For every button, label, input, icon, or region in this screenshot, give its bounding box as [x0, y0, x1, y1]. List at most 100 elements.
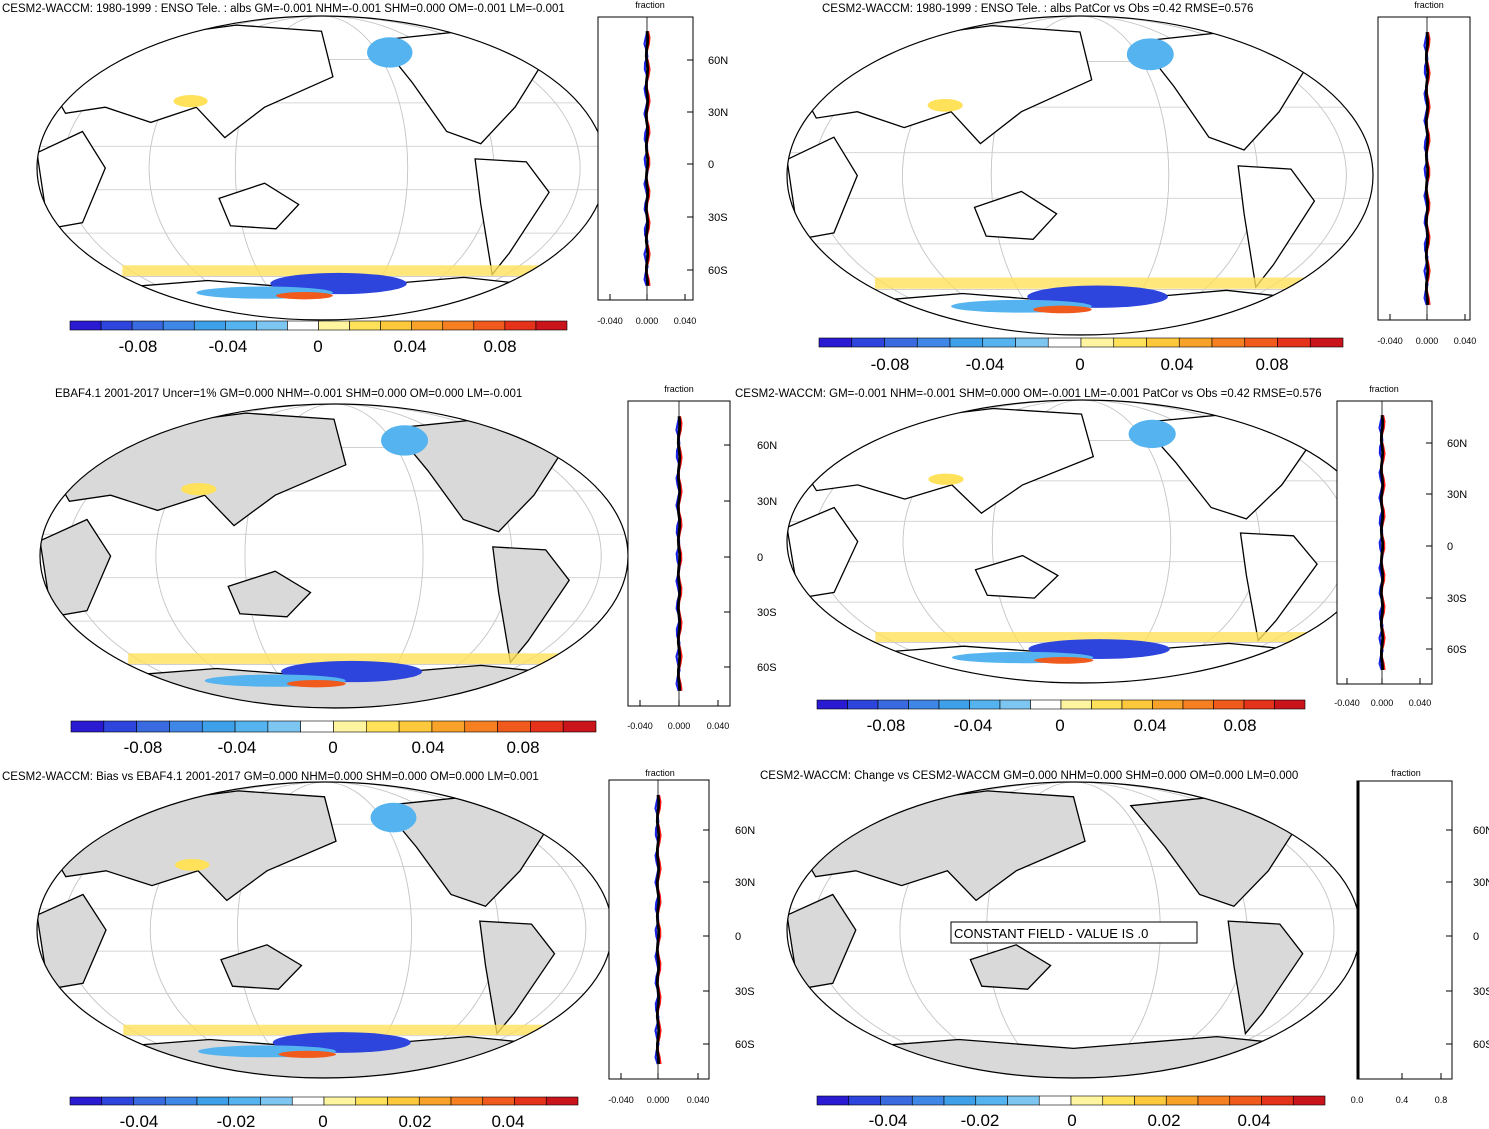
colorbar-tick-label: -0.02 [217, 1112, 256, 1129]
colorbar-swatch [1197, 1095, 1231, 1106]
australia-outline [220, 944, 303, 990]
profile-line-black [1379, 414, 1385, 670]
colorbar-swatch [848, 1095, 881, 1106]
colorbar-swatch [387, 1096, 420, 1106]
profile-xtick: -0.040 [597, 316, 623, 326]
colorbar-swatch [300, 720, 334, 733]
colorbar-swatch [982, 337, 1016, 348]
colorbar-swatch [938, 699, 970, 710]
grid-meridian [990, 16, 1170, 335]
profile-xtick: 0.040 [687, 1095, 710, 1105]
colorbar-tick-label: 0.04 [393, 337, 426, 356]
colorbar-swatch [1309, 337, 1344, 348]
profile-ytick: 30S [757, 607, 777, 619]
colorbar-swatch [162, 320, 195, 331]
profile-title: fraction [1369, 384, 1399, 394]
colorbar-swatch [323, 1096, 357, 1106]
colorbar-swatch [193, 320, 226, 331]
colorbar-tick-label: 0.04 [1160, 355, 1193, 374]
profile-xtick: 0.0 [1351, 1095, 1364, 1105]
profile-xtick: -0.040 [627, 721, 653, 731]
annotation-box [950, 921, 1198, 944]
colorbar-swatch [1277, 337, 1311, 348]
anomaly-band-warm [874, 277, 1315, 289]
profile-ytick: 60S [757, 662, 777, 674]
profile-xtick: 0.040 [1409, 698, 1432, 708]
profile-ytick: 30S [735, 986, 755, 998]
colorbar-swatch [1060, 699, 1092, 710]
colorbar-swatch [69, 1096, 103, 1106]
colorbar-swatch [1244, 337, 1278, 348]
colorbar-swatch [291, 1096, 325, 1106]
colorbar-swatch [1113, 337, 1147, 348]
colorbar-swatch [1121, 699, 1153, 710]
panel-title: EBAF4.1 2001-2017 Uncer=1% GM=0.000 NHM=… [55, 388, 522, 400]
map-panel-4: CESM2-WACCM: GM=-0.001 NHM=-0.001 SHM=0.… [735, 384, 1467, 735]
colorbar-swatch [318, 320, 350, 331]
colorbar-swatch [884, 337, 918, 348]
colorbar-swatch [473, 320, 506, 331]
anomaly-asia [173, 95, 208, 108]
colorbar-swatch [1047, 337, 1082, 348]
colorbar-swatch [442, 320, 475, 331]
colorbar-swatch [234, 720, 269, 733]
australia-outline [218, 182, 300, 230]
grid-meridian [234, 16, 409, 320]
colorbar-swatch [1015, 337, 1049, 348]
colorbar-swatch [1152, 699, 1184, 710]
colorbar-swatch [1070, 1095, 1104, 1106]
profile-title: fraction [635, 0, 665, 10]
anomaly-band-warm [123, 1024, 555, 1036]
colorbar-swatch [380, 320, 412, 331]
profile-xtick: 0.000 [636, 316, 659, 326]
colorbar-swatch [1229, 1095, 1262, 1106]
colorbar-swatch [136, 720, 170, 733]
colorbar-tick-label: -0.02 [961, 1111, 1000, 1129]
profile-xtick: 0.040 [1454, 336, 1477, 346]
colorbar-swatch [260, 1096, 293, 1106]
profile-line-black [1424, 31, 1430, 305]
colorbar-swatch [355, 1096, 388, 1106]
profile-ytick: 60S [735, 1039, 755, 1051]
colorbar-swatch [70, 720, 105, 733]
profile-xtick: -0.040 [608, 1095, 634, 1105]
profile-xtick: -0.040 [1334, 698, 1360, 708]
profile-line-black [644, 30, 650, 286]
anomaly-asia [181, 483, 217, 496]
profile-ytick: 60N [757, 440, 777, 452]
colorbar-tick-label: -0.08 [871, 355, 910, 374]
colorbar-swatch [943, 1095, 977, 1106]
colorbar-swatch [530, 720, 564, 733]
colorbar-swatch [133, 1096, 166, 1106]
anomaly-asia [928, 473, 964, 485]
colorbar-tick-label: -0.04 [869, 1111, 908, 1129]
anomaly-asia [175, 858, 210, 871]
colorbar-swatch [975, 1095, 1008, 1106]
colorbar-tick-label: -0.04 [954, 716, 993, 735]
colorbar-swatch [504, 320, 537, 331]
colorbar-swatch [482, 1096, 515, 1106]
colorbar-swatch [1211, 337, 1246, 348]
colorbar-tick-label: -0.08 [124, 738, 163, 757]
colorbar-tick-label: 0 [318, 1112, 327, 1129]
colorbar-swatch [131, 320, 164, 331]
profile-ytick: 30N [1447, 489, 1467, 501]
profile-ytick: 30N [735, 877, 755, 889]
colorbar-swatch [1134, 1095, 1167, 1106]
grid-meridian [991, 400, 1172, 683]
colorbar-tick-label: 0.08 [1223, 716, 1256, 735]
colorbar-swatch [1080, 337, 1115, 348]
colorbar-swatch [816, 1095, 850, 1106]
south-america-outline [1237, 165, 1316, 289]
panel-title: CESM2-WACCM: Change vs CESM2-WACCM GM=0.… [760, 770, 1298, 782]
colorbar-swatch [818, 337, 853, 348]
south-america-outline [1239, 532, 1318, 642]
colorbar-tick-label: 0 [313, 337, 322, 356]
profile-ytick: 30N [1473, 877, 1489, 889]
colorbar-swatch [1274, 699, 1306, 710]
profile-ytick: 60S [1473, 1039, 1489, 1051]
profile-ytick: 60S [708, 265, 728, 277]
south-america-outline [479, 920, 556, 1036]
colorbar-swatch [1292, 1095, 1326, 1106]
colorbar-swatch [201, 720, 236, 733]
